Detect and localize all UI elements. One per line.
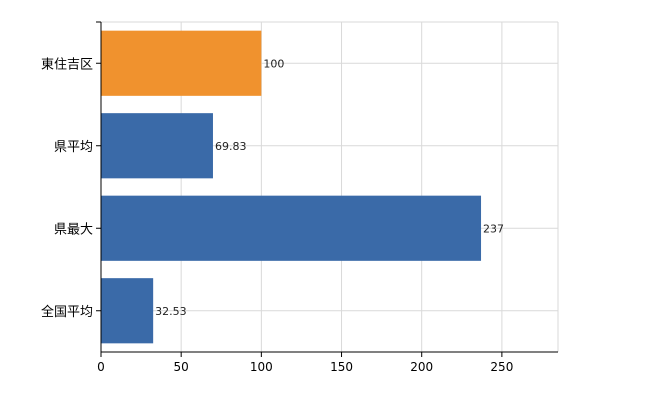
data-label-1: 69.83 (215, 140, 247, 153)
data-label-0: 100 (263, 57, 284, 70)
x-tick-label-4: 200 (410, 360, 433, 374)
x-tick-label-2: 100 (250, 360, 273, 374)
category-label-3: 全国平均 (41, 304, 93, 320)
x-tick-label-1: 50 (174, 360, 189, 374)
category-label-2: 県最大 (54, 222, 93, 237)
x-tick-label-0: 0 (97, 360, 105, 374)
bar-2 (101, 195, 482, 261)
bar-0 (101, 30, 262, 96)
category-label-1: 県平均 (54, 140, 93, 155)
x-tick-label-3: 150 (330, 360, 353, 374)
data-label-2: 237 (483, 222, 504, 235)
bar-3 (101, 278, 154, 344)
data-label-3: 32.53 (155, 305, 187, 318)
x-tick-label-5: 250 (490, 360, 513, 374)
category-label-0: 東住吉区 (41, 56, 93, 72)
bar-1 (101, 113, 213, 179)
bars: 100 69.83 237 32.53 (101, 30, 504, 344)
